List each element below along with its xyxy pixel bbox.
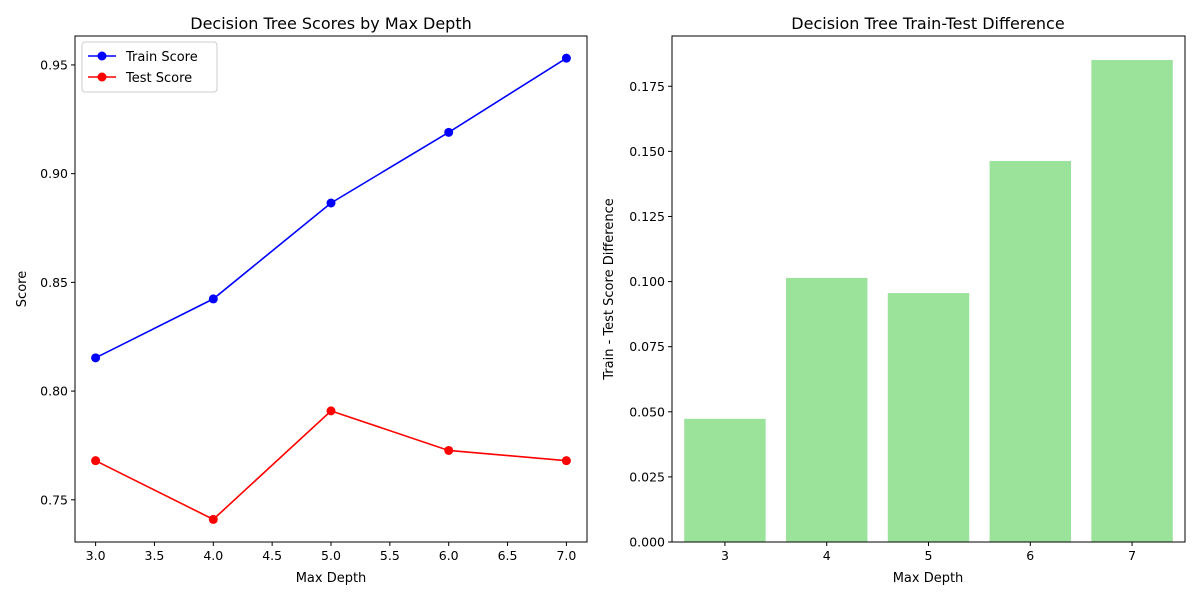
- data-point-test: [91, 456, 101, 466]
- y-tick-label: 0.150: [629, 144, 665, 159]
- x-tick-label: 6.5: [498, 548, 518, 563]
- x-tick-label: 3.0: [86, 548, 106, 563]
- y-tick-label: 0.75: [40, 492, 68, 507]
- data-point-test: [561, 456, 571, 466]
- bar-chart-plot-area: 3 4 5 6 7 0.000 0.025 0.050 0.075 0.100 0.125 0.150…: [629, 59, 1173, 563]
- legend-train-label: Train Score: [125, 50, 198, 65]
- y-tick-label: 0.075: [629, 339, 665, 354]
- y-tick-label: 0.050: [629, 404, 665, 419]
- line-chart-plot-area: 3.0 3.5 4.0 4.5 5.0 5.5 6.0 6.5 7.0 0.75 0.80 0.85 0…: [40, 53, 576, 563]
- y-tick-label: 0.100: [629, 274, 665, 289]
- bar-depth-4: [786, 277, 868, 542]
- bar-chart-title: Decision Tree Train-Test Difference: [791, 14, 1064, 33]
- data-point-test: [326, 406, 336, 416]
- x-tick-label: 4.0: [203, 548, 223, 563]
- y-tick-label: 0.90: [40, 166, 68, 181]
- bar-chart-panel: Decision Tree Train-Test Difference 3 4 5 6…: [602, 14, 1186, 586]
- line-chart-title: Decision Tree Scores by Max Depth: [190, 14, 471, 33]
- y-tick-label: 0.80: [40, 384, 68, 399]
- legend-test-marker: [97, 72, 107, 82]
- x-tick-label: 6: [1026, 548, 1034, 563]
- bar-depth-3: [684, 418, 766, 542]
- line-chart-x-axis-label: Max Depth: [296, 571, 367, 586]
- data-point-train: [561, 53, 571, 63]
- line-chart-panel: Decision Tree Scores by Max Depth 3.0 3.5…: [15, 14, 588, 586]
- legend-test-label: Test Score: [125, 71, 192, 86]
- data-point-test: [444, 445, 454, 455]
- y-tick-label: 0.95: [40, 57, 68, 72]
- data-point-train: [444, 127, 454, 137]
- bar-chart-frame: [671, 35, 1186, 543]
- y-tick-label: 0.000: [629, 535, 665, 550]
- x-tick-label: 5.0: [321, 548, 341, 563]
- y-tick-label: 0.85: [40, 275, 68, 290]
- x-tick-label: 6.0: [439, 548, 459, 563]
- x-tick-label: 5: [925, 548, 933, 563]
- x-tick-label: 4: [823, 548, 831, 563]
- legend-train-marker: [97, 51, 107, 61]
- x-tick-label: 5.5: [380, 548, 400, 563]
- x-tick-label: 3.5: [145, 548, 165, 563]
- bar-depth-7: [1091, 59, 1173, 542]
- data-point-test: [208, 514, 218, 524]
- bar-depth-6: [989, 161, 1071, 543]
- y-tick-label: 0.175: [629, 79, 665, 94]
- data-point-train: [326, 198, 336, 208]
- x-tick-label: 3: [721, 548, 729, 563]
- bar-chart-y-axis-label: Train - Test Score Difference: [602, 198, 617, 380]
- y-tick-label: 0.125: [629, 209, 665, 224]
- line-chart-legend: Train Score Test Score: [81, 41, 218, 93]
- legend-box: [81, 41, 218, 93]
- bar-depth-5: [887, 293, 970, 542]
- line-chart-y-axis-label: Score: [15, 271, 30, 307]
- data-point-train: [91, 353, 101, 363]
- data-point-train: [208, 294, 218, 304]
- line-chart-frame: [74, 35, 588, 543]
- y-tick-label: 0.025: [629, 469, 665, 484]
- bar-chart-x-axis-label: Max Depth: [893, 571, 964, 586]
- x-tick-label: 7: [1128, 548, 1136, 563]
- x-tick-label: 7.0: [556, 548, 576, 563]
- x-tick-label: 4.5: [262, 548, 282, 563]
